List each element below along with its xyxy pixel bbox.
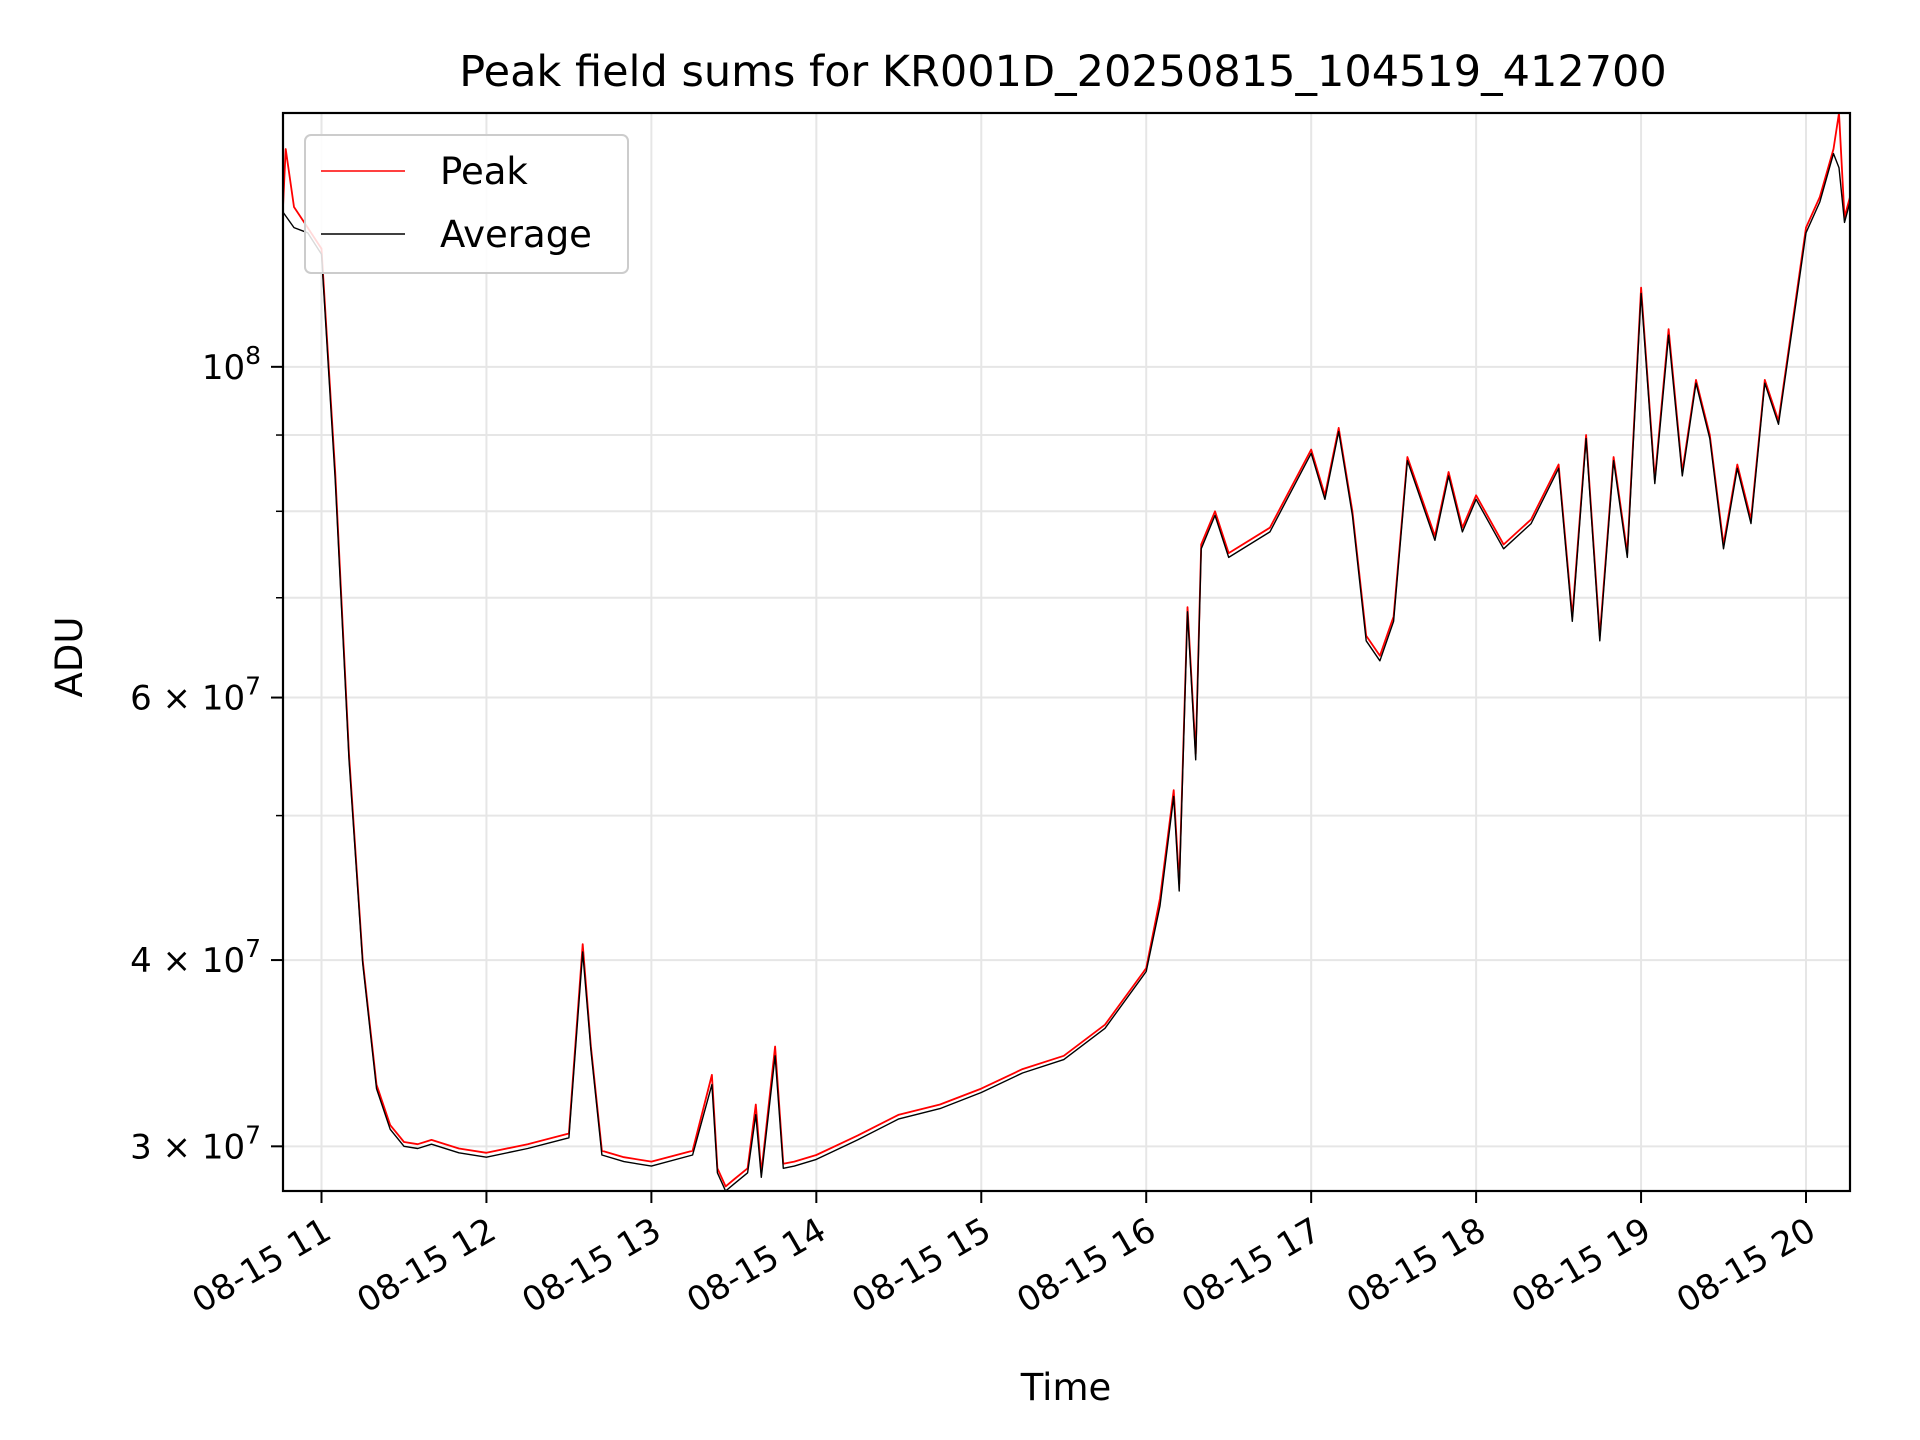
y-tick-base: 10 bbox=[202, 679, 245, 719]
y-tick-label: 4 × 107 bbox=[130, 934, 261, 981]
x-axis-label: Time bbox=[1020, 1366, 1112, 1409]
legend-label-peak: Peak bbox=[440, 150, 528, 193]
y-tick-exponent: 7 bbox=[245, 672, 261, 701]
y-axis-label: ADU bbox=[48, 617, 91, 698]
y-tick-label: 3 × 107 bbox=[130, 1120, 261, 1167]
legend-label-average: Average bbox=[440, 213, 592, 256]
y-tick-exponent: 7 bbox=[245, 1120, 261, 1149]
legend-box bbox=[304, 134, 629, 274]
y-tick-coefficient: 6 × bbox=[130, 679, 202, 719]
y-tick-coefficient: 4 × bbox=[130, 941, 202, 981]
series-line-average bbox=[282, 152, 1851, 1192]
series-lines bbox=[282, 112, 1851, 1192]
y-tick-base: 10 bbox=[202, 941, 245, 981]
legend: Peak Average bbox=[304, 134, 629, 274]
y-tick-base: 10 bbox=[202, 1127, 245, 1167]
y-tick-label: 108 bbox=[202, 341, 261, 388]
y-tick-coefficient: 3 × bbox=[130, 1127, 202, 1167]
y-tick-exponent: 8 bbox=[245, 341, 261, 370]
y-tick-label: 6 × 107 bbox=[130, 672, 261, 719]
y-tick-exponent: 7 bbox=[245, 934, 261, 963]
y-tick-base: 10 bbox=[202, 348, 245, 388]
chart-title: Peak field sums for KR001D_20250815_1045… bbox=[459, 47, 1667, 97]
plot-frame bbox=[281, 111, 1852, 1193]
